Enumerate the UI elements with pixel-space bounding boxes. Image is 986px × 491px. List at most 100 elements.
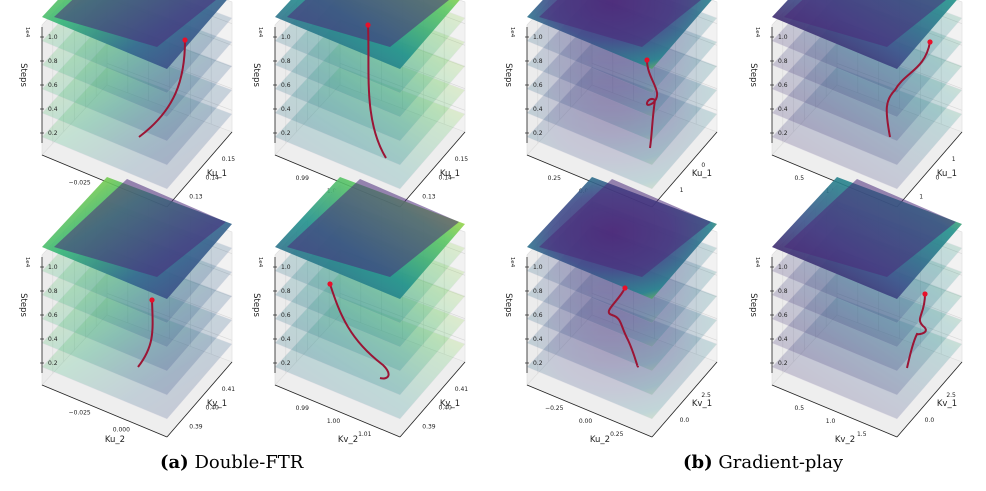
z-tick-label: 1.0: [281, 264, 291, 271]
y-axis-label: Kv_1: [440, 399, 460, 409]
z-tick-label: 0.4: [533, 106, 543, 113]
surface-plane: [784, 0, 946, 47]
z-axis-label: Steps: [748, 63, 758, 87]
x-tick-label: −0.25: [545, 405, 564, 412]
x-tick-label: 0.5: [794, 175, 804, 182]
trajectory-endpoint: [365, 22, 371, 28]
trajectory-endpoint: [922, 291, 928, 297]
z-axis-label: Steps: [251, 293, 261, 317]
z-tick-label: 0.4: [281, 106, 291, 113]
caption-double-ftr: (a) Double-FTR: [160, 452, 303, 473]
y-tick-label: 0.40: [206, 405, 220, 412]
trajectory-line: [885, 41, 931, 138]
y-axis-line: [166, 131, 233, 208]
z-axis-label: Steps: [503, 293, 513, 317]
x-tick-label: 1.5: [857, 431, 867, 438]
z-tick-label: 0.6: [281, 312, 291, 319]
z-tick-label: 0.6: [281, 82, 291, 89]
z-axis: 0.2 0.4 0.6 0.8 1.0 Steps 1e4: [18, 257, 58, 373]
x-tick-label: 0.99: [296, 405, 310, 412]
z-tick-label: 0.2: [533, 360, 543, 367]
z-scale-label: 1e4: [509, 27, 515, 38]
z-tick-label: 1.0: [778, 34, 788, 41]
x-axis-line: [41, 384, 168, 438]
surface-plane: [287, 179, 459, 277]
trajectory-line: [138, 39, 186, 138]
z-axis: 0.2 0.4 0.6 0.8 1.0 Steps 1e4: [503, 257, 543, 373]
z-tick-label: 1.0: [281, 34, 291, 41]
caption-text: Gradient-play: [718, 452, 844, 473]
trajectory-line: [137, 299, 154, 368]
z-axis-label: Steps: [18, 63, 28, 87]
z-axis: 0.2 0.4 0.6 0.8 1.0 Steps 1e4: [748, 257, 788, 373]
y-tick-label: 0.13: [422, 193, 436, 200]
y-tick-label: 0.39: [189, 423, 203, 430]
caption-text: Double-FTR: [194, 452, 304, 473]
x-axis-line: [526, 384, 653, 438]
y-axis: 0.13 0.14 0.15 Ku_1: [166, 131, 235, 208]
z-tick-label: 0.4: [533, 336, 543, 343]
x-tick-label: 0.5: [794, 405, 804, 412]
y-tick-label: 2.5: [946, 392, 956, 399]
z-tick-label: 0.8: [48, 58, 58, 65]
caption-gradient-play: (b) Gradient-play: [683, 452, 843, 473]
y-axis-label: Ku_1: [692, 169, 712, 179]
y-axis: 0.13 0.14 0.15 Ku_1: [399, 131, 469, 208]
y-axis-line: [651, 361, 718, 438]
y-axis-label: Kv_1: [937, 399, 957, 409]
y-tick-label: 1: [952, 156, 956, 163]
x-tick-label: −0.025: [69, 409, 91, 416]
y-tick-label: 0.14: [439, 175, 453, 182]
x-tick-label: 1.00: [327, 418, 341, 425]
z-scale-label: 1e4: [24, 257, 30, 268]
plot-panel: 0.2 0.4 0.6 0.8 1.0 Steps 1e4 0.5 1.0 1.5Kv_2 0.0 2…: [748, 177, 963, 445]
x-axis-line: [771, 384, 898, 438]
z-tick-label: 0.8: [281, 58, 291, 65]
y-axis-line: [399, 131, 466, 208]
z-axis: 0.2 0.4 0.6 0.8 1.0 Steps 1e4: [251, 257, 291, 373]
x-axis-line: [274, 384, 401, 438]
x-tick-label: 0.99: [296, 175, 310, 182]
trajectory-endpoint: [182, 37, 188, 43]
z-tick-label: 0.6: [48, 82, 58, 89]
x-axis-label: Kv_2: [338, 435, 358, 445]
y-axis: 0.0 2.5Kv_1: [896, 361, 963, 438]
z-scale-label: 1e4: [509, 257, 515, 268]
y-axis-line: [896, 131, 963, 208]
z-tick-label: 0.2: [533, 130, 543, 137]
z-axis-label: Steps: [251, 63, 261, 87]
y-tick-label: 0.15: [455, 156, 469, 163]
y-axis: 1 0 1 Ku_1: [896, 131, 963, 208]
y-tick-label: 0.40: [439, 405, 453, 412]
trajectory-endpoint: [927, 39, 933, 45]
z-tick-label: 1.0: [778, 264, 788, 271]
z-axis: 0.2 0.4 0.6 0.8 1.0 Steps 1e4: [18, 27, 58, 143]
y-axis-label: Kv_1: [692, 399, 712, 409]
z-scale-label: 1e4: [24, 27, 30, 38]
trajectory-line: [607, 287, 639, 368]
plot-panel: 0.20.40.60.81.0Steps1e40.250.00−0.25Ku_2…: [503, 0, 718, 215]
surface-plane: [539, 0, 701, 47]
z-tick-label: 0.4: [48, 336, 58, 343]
surface-plane: [784, 179, 956, 277]
z-tick-label: 0.8: [533, 58, 543, 65]
x-axis-label: Kv_2: [835, 435, 855, 445]
z-tick-label: 0.2: [778, 360, 788, 367]
z-tick-label: 0.2: [48, 130, 58, 137]
plot-panel: 0.20.40.60.81.0Steps1e40.51.01.5Kv_2101K…: [748, 0, 963, 215]
y-tick-label: 0.41: [455, 386, 469, 393]
z-tick-label: 0.4: [48, 106, 58, 113]
y-tick-label: 0: [936, 175, 940, 182]
z-tick-label: 1.0: [533, 34, 543, 41]
z-tick-label: 0.2: [48, 360, 58, 367]
trajectory-line: [329, 283, 390, 380]
plot-panel: 0.20.40.60.81.0Steps1e4−0.250.000.25Ku_2…: [503, 177, 718, 445]
z-tick-label: 1.0: [48, 264, 58, 271]
z-tick-label: 0.2: [281, 360, 291, 367]
z-tick-label: 0.8: [778, 58, 788, 65]
z-tick-label: 1.0: [48, 34, 58, 41]
surface-plane: [54, 179, 226, 277]
caption-tag: (b): [683, 452, 713, 473]
